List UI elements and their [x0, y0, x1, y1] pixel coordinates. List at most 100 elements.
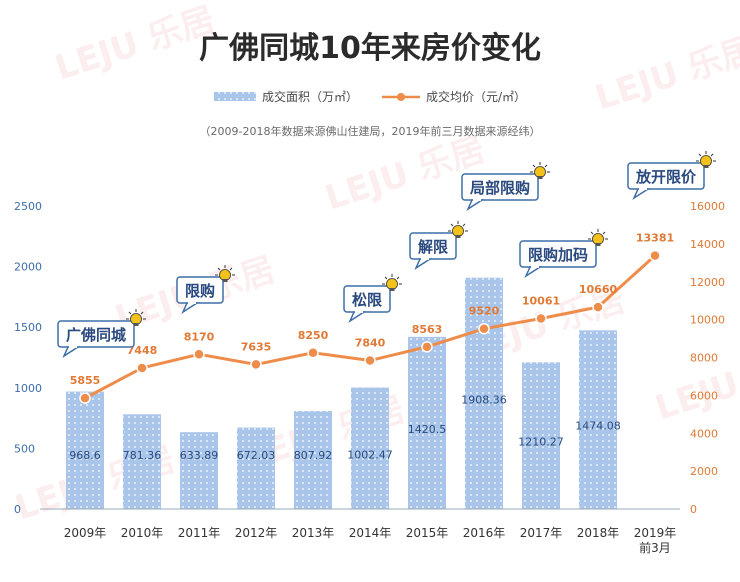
chart-subtitle: （2009-2018年数据来源佛山住建局，2019年前三月数据来源经纬） [200, 124, 541, 138]
callout-text: 局部限购 [469, 179, 530, 197]
annotation-callout: 解限 [409, 221, 468, 270]
price-point [649, 249, 661, 262]
x-axis: 2009年 2010年 2011年 2012年 2013年 2014年 2015年 2016年… [40, 508, 680, 555]
callout-tail [632, 188, 651, 200]
right-axis-tick-label: 16000 [690, 200, 725, 213]
price-point [250, 358, 262, 371]
callout-box [409, 232, 457, 260]
bar [180, 432, 218, 509]
left-axis-tick-label: 2500 [14, 200, 42, 213]
bar-value-label: 807.92 [294, 449, 333, 462]
price-point [535, 312, 547, 325]
line-labels: 5855 7448 8170 7635 8250 7840 8563 9520 10061 106… [70, 232, 674, 388]
callout-text: 解限 [418, 238, 448, 256]
x-axis-tick-label: 2019年 [634, 526, 677, 540]
x-axis-tick-label: 2016年 [463, 526, 506, 540]
annotation-callout: 局部限购 [461, 162, 550, 211]
right-axis-tick-label: 10000 [690, 314, 725, 327]
callout-box [519, 240, 597, 268]
price-value-label: 9520 [469, 305, 500, 318]
bar-value-label: 1420.5 [408, 423, 447, 436]
left-axis: 0 500 1000 1500 2000 2500 [14, 200, 42, 516]
price-value-label: 7635 [241, 340, 272, 353]
lightbulb-icon [126, 309, 146, 326]
x-axis-tick-label: 2017年 [520, 526, 563, 540]
callout-box [176, 276, 224, 304]
bar [465, 277, 503, 509]
x-axis-tick-label: 2010年 [121, 526, 164, 540]
x-axis-tick-label: 前3月 [639, 540, 671, 555]
bar [237, 427, 275, 509]
bar-value-label: 1210.27 [518, 436, 564, 449]
right-axis-tick-label: 6000 [690, 389, 718, 402]
lightbulb-icon [382, 274, 402, 291]
left-axis-tick-label: 0 [14, 503, 21, 516]
price-value-label: 7448 [127, 344, 158, 357]
price-point [592, 301, 604, 313]
legend-line-marker [397, 93, 405, 101]
bar-value-label: 1908.36 [461, 393, 507, 406]
x-axis-tick-label: 2012年 [235, 526, 278, 540]
bar-labels: 968.6 781.36 633.89 672.03 807.92 1002.47 1420… [69, 393, 621, 462]
right-axis-tick-label: 0 [690, 503, 697, 516]
callout-tail [466, 199, 485, 211]
watermark-text: LEJU 乐居 [50, 0, 219, 89]
price-value-label: 10061 [522, 294, 560, 307]
price-point [364, 354, 376, 367]
left-axis-tick-label: 500 [14, 442, 35, 455]
right-axis-tick-label: 4000 [690, 427, 718, 440]
right-axis-tick-label: 14000 [690, 238, 725, 251]
callout-text: 限购 [185, 282, 215, 300]
price-point [79, 392, 91, 404]
price-point [478, 322, 490, 335]
annotation-callout: 松限 [343, 274, 402, 323]
callout-box [57, 320, 135, 348]
callout-text: 松限 [352, 291, 382, 309]
annotation-callout: 限购 [176, 265, 235, 314]
bar [579, 330, 617, 509]
callout-tail [524, 266, 543, 278]
right-axis: 0 2000 4000 6000 8000 10000 12000 14000 16000 [690, 200, 725, 516]
callout-box [343, 285, 391, 313]
bar [294, 411, 332, 509]
callout-tail [414, 258, 433, 270]
legend-line-label: 成交均价（元/㎡） [426, 89, 526, 104]
bar [351, 387, 389, 509]
lightbulb-icon [448, 221, 468, 238]
lightbulb-icon [215, 265, 235, 282]
price-value-label: 7840 [355, 337, 386, 350]
bar-value-label: 672.03 [237, 449, 276, 462]
price-point [307, 347, 319, 359]
right-axis-tick-label: 12000 [690, 276, 725, 289]
callout-text: 放开限价 [635, 168, 697, 186]
price-value-label: 13381 [636, 232, 674, 245]
bar [66, 391, 104, 509]
lightbulb-icon [696, 151, 716, 168]
price-value-label: 8563 [412, 323, 443, 336]
lightbulb-icon [588, 229, 608, 246]
annotation-callout: 限购加码 [519, 229, 608, 278]
bar-series [66, 277, 617, 509]
bar-value-label: 968.6 [69, 449, 101, 462]
price-value-label: 8250 [298, 329, 329, 342]
bar-value-label: 1474.08 [575, 420, 621, 433]
right-axis-tick-label: 8000 [690, 352, 718, 365]
x-axis-tick-label: 2011年 [178, 526, 221, 540]
bar-value-label: 781.36 [123, 449, 162, 462]
callout-text: 广佛同城 [66, 326, 126, 344]
x-axis-tick-label: 2018年 [577, 526, 620, 540]
chart-title: 广佛同城10年来房价变化 [199, 31, 541, 66]
price-value-label: 10660 [579, 283, 618, 296]
x-axis-tick-label: 2015年 [406, 526, 449, 540]
line-series [79, 249, 661, 404]
price-point [136, 362, 148, 374]
right-axis-tick-label: 2000 [690, 465, 718, 478]
x-axis-tick-label: 2009年 [64, 526, 107, 540]
x-axis-tick-label: 2014年 [349, 526, 392, 540]
price-value-label: 8170 [184, 330, 215, 343]
watermark-text: LEJU 乐居 [590, 30, 740, 119]
left-axis-tick-label: 1500 [14, 321, 42, 334]
callout-tail [348, 311, 367, 323]
